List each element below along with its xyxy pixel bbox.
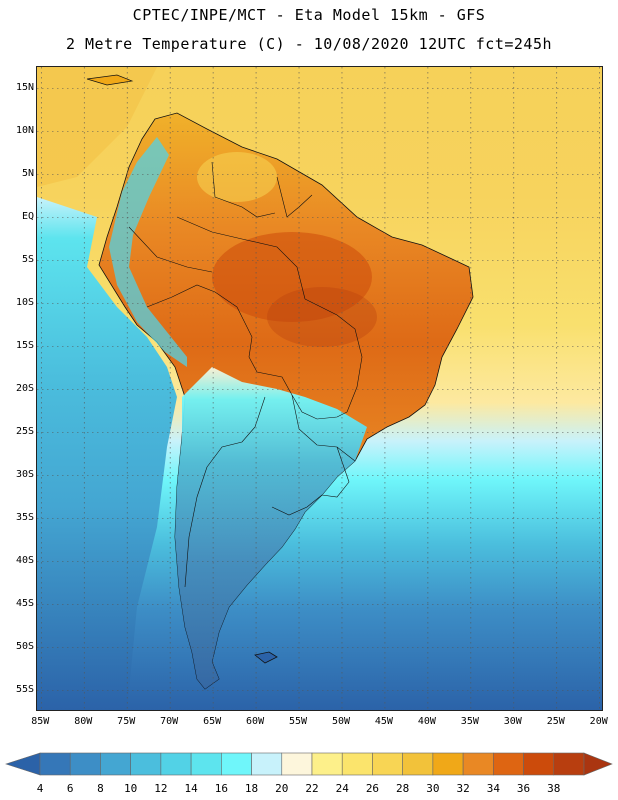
- colorbar-tick-label: 4: [36, 782, 44, 795]
- colorbar-box: [493, 752, 524, 776]
- latitude-tick-label: 40S: [15, 554, 34, 566]
- latitude-tick-label: 5S: [21, 253, 34, 265]
- longitude-tick-label: 70W: [160, 716, 179, 727]
- colorbar-box: [160, 752, 192, 776]
- andes-cool-strip: [109, 137, 187, 367]
- longitude-tick-label: 75W: [117, 716, 136, 727]
- longitude-tick-label: 25W: [546, 716, 565, 727]
- colorbar-tick-label: 12: [154, 782, 168, 795]
- colorbar-box: [69, 752, 101, 776]
- temperature-map[interactable]: [37, 67, 603, 711]
- colorbar-tick-label: 10: [124, 782, 138, 795]
- title-line-1: CPTEC/INPE/MCT - Eta Model 15km - GFS: [132, 6, 486, 24]
- colorbar-tick-label: 20: [275, 782, 289, 795]
- latitude-tick-label: 35S: [15, 511, 34, 523]
- latitude-tick-label: 55S: [15, 683, 34, 695]
- southern-cone-field: [175, 367, 367, 689]
- colorbar-low-arrow: [5, 752, 41, 776]
- colorbar-box: [190, 752, 222, 776]
- latitude-tick-label: 15S: [15, 339, 34, 351]
- amazon-hot-core: [212, 232, 372, 322]
- title-line-2: 2 Metre Temperature (C) - 10/08/2020 12U…: [65, 35, 553, 53]
- latitude-tick-label: 10S: [15, 296, 34, 308]
- temperature-colorbar: [5, 752, 613, 776]
- longitude-tick-label: 80W: [74, 716, 93, 727]
- map-frame[interactable]: [36, 66, 603, 711]
- latitude-tick-label: 15N: [15, 81, 34, 93]
- colorbar-box: [130, 752, 162, 776]
- colorbar-box: [341, 752, 373, 776]
- longitude-tick-label: 65W: [203, 716, 222, 727]
- colorbar-high-arrow: [583, 752, 613, 776]
- colorbar-tick-label: 6: [66, 782, 74, 795]
- colorbar-tick-label: 32: [456, 782, 470, 795]
- colorbar-box: [523, 752, 555, 776]
- central-hot-core: [267, 287, 377, 347]
- colorbar-box: [553, 752, 585, 776]
- falkland-islands: [254, 651, 278, 664]
- colorbar-tick-label: 16: [214, 782, 228, 795]
- latitude-tick-label: 20S: [15, 382, 34, 394]
- colorbar-tick-label: 36: [516, 782, 531, 795]
- latitude-tick-label: 5N: [21, 167, 34, 179]
- colorbar-box: [311, 752, 343, 776]
- longitude-tick-label: 20W: [589, 716, 608, 727]
- latitude-tick-label: 25S: [15, 425, 34, 437]
- colorbar-tick-label: 38: [547, 782, 561, 795]
- colorbar-tick-label: 26: [365, 782, 380, 795]
- colorbar-box: [281, 752, 313, 776]
- longitude-tick-label: 30W: [503, 716, 522, 727]
- colorbar-box: [462, 752, 494, 776]
- caribbean-islands: [86, 74, 134, 86]
- colorbar-tick-label: 30: [426, 782, 440, 795]
- colorbar-box: [39, 752, 71, 776]
- longitude-tick-label: 35W: [460, 716, 479, 727]
- longitude-tick-label: 55W: [288, 716, 308, 727]
- venezuela-warm-area: [197, 152, 277, 202]
- colorbar-tick-label: 22: [305, 782, 319, 795]
- latitude-tick-label: EQ: [21, 210, 34, 222]
- colorbar-tick-label: 14: [184, 782, 198, 795]
- colorbar-tick-label: 28: [396, 782, 410, 795]
- latitude-tick-label: 45S: [15, 597, 34, 609]
- country-borders: [128, 161, 363, 588]
- longitude-tick-label: 50W: [331, 716, 350, 727]
- colorbar-box: [402, 752, 434, 776]
- colorbar-tick-label: 8: [97, 782, 104, 795]
- colorbar-box: [100, 752, 131, 776]
- colorbar-box: [432, 752, 464, 776]
- longitude-tick-label: 40W: [417, 716, 436, 727]
- colorbar-box: [372, 752, 403, 776]
- latitude-tick-label: 50S: [15, 640, 34, 652]
- colorbar-box: [221, 752, 252, 776]
- colorbar-tick-label: 18: [244, 782, 259, 795]
- latitude-tick-label: 10N: [15, 124, 34, 136]
- colorbar-box: [251, 752, 283, 776]
- colorbar-tick-label: 34: [486, 782, 500, 795]
- latitude-tick-label: 30S: [15, 468, 34, 480]
- colorbar-tick-label: 24: [335, 782, 349, 795]
- longitude-tick-label: 60W: [246, 716, 265, 727]
- pacific-field: [37, 197, 177, 710]
- longitude-tick-label: 45W: [374, 716, 393, 727]
- longitude-tick-label: 85W: [31, 716, 50, 727]
